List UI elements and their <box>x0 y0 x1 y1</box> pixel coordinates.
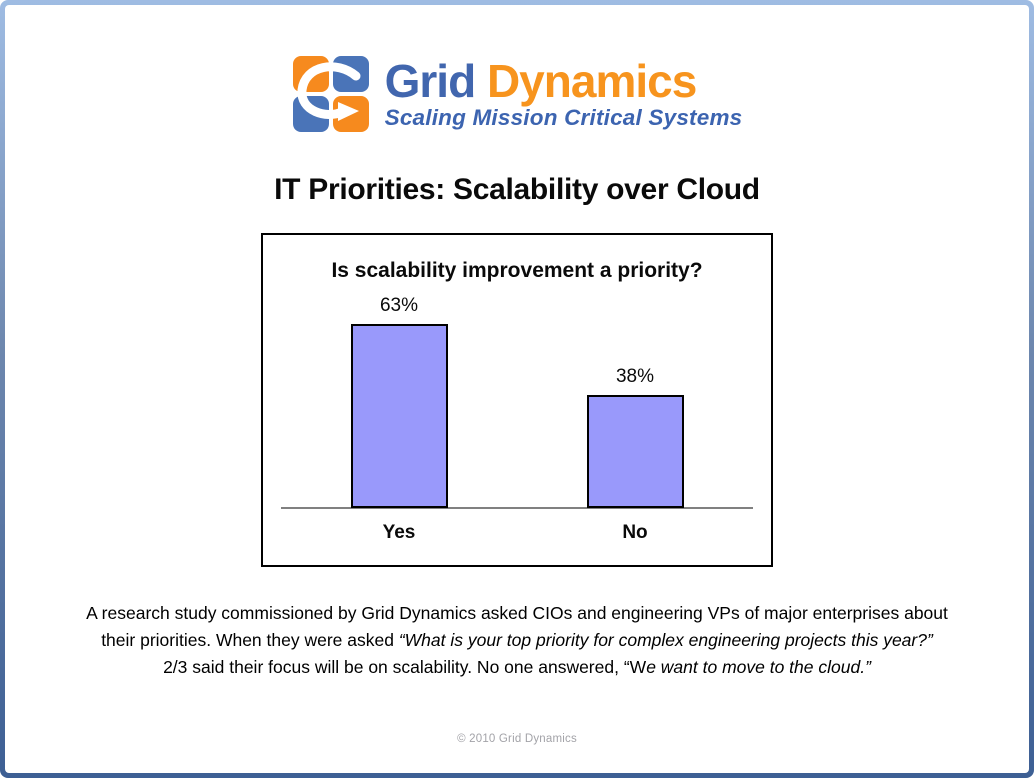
category-label: No <box>622 522 648 543</box>
description-segment: e want to move to the cloud.” <box>646 657 871 677</box>
copyright-footer: © 2010 Grid Dynamics <box>457 733 577 745</box>
description-segment: A research study commissioned by Grid Dy… <box>86 603 948 623</box>
chart-title: Is scalability improvement a priority? <box>331 259 703 282</box>
logo-name-dynamics: Dynamics <box>486 54 697 107</box>
value-label: 63% <box>379 295 419 316</box>
chart: Is scalability improvement a priority? 6… <box>261 233 773 567</box>
description-paragraph: A research study commissioned by Grid Dy… <box>52 600 982 681</box>
bars: 63% 38% <box>281 295 753 508</box>
logo: Grid Dynamics Scaling Mission Critical S… <box>5 5 1029 133</box>
bar-group-yes: 63% <box>281 295 517 508</box>
plot-area: 63% 38% <box>281 295 753 509</box>
category-labels: Yes No <box>281 522 753 544</box>
grid-dynamics-logo-icon <box>292 55 370 133</box>
value-label: 38% <box>615 366 655 387</box>
page-title: IT Priorities: Scalability over Cloud <box>274 173 760 206</box>
logo-name: Grid Dynamics <box>385 58 743 104</box>
slide-page: Grid Dynamics Scaling Mission Critical S… <box>5 5 1029 773</box>
logo-name-grid: Grid <box>384 54 477 107</box>
bar-group-no: 38% <box>517 295 753 508</box>
description-segment: 2/3 said their focus will be on scalabil… <box>163 657 647 677</box>
description-segment: their priorities. When they were asked <box>101 630 399 650</box>
category-label: Yes <box>382 522 416 543</box>
x-axis-line <box>281 507 753 509</box>
logo-tagline: Scaling Mission Critical Systems <box>384 104 743 130</box>
bar-no <box>586 395 684 508</box>
bar-yes <box>350 324 448 508</box>
description-segment: “What is your top priority for complex e… <box>398 630 933 650</box>
logo-text: Grid Dynamics Scaling Mission Critical S… <box>385 58 743 131</box>
